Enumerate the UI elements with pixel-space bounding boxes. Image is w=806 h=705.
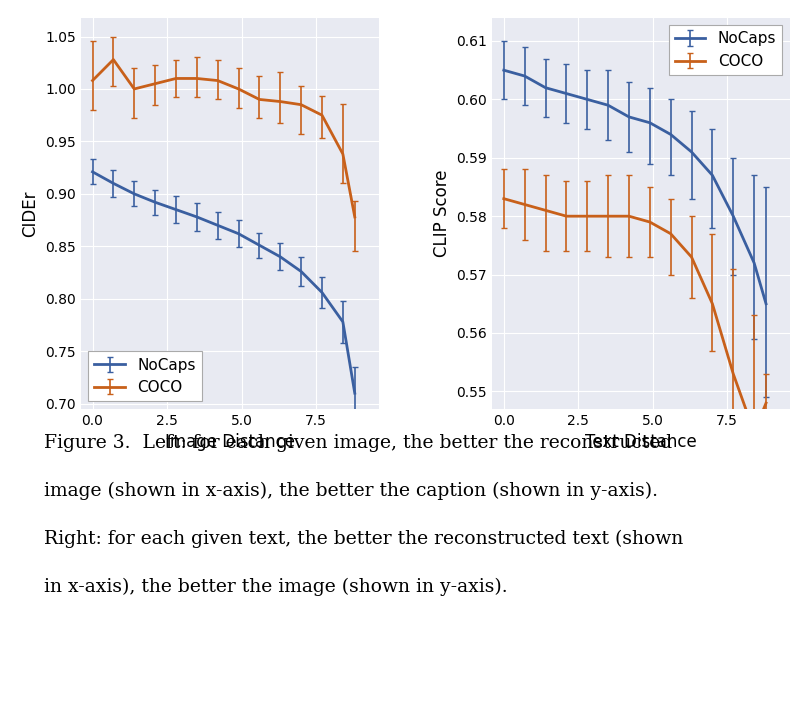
Legend: NoCaps, COCO: NoCaps, COCO (669, 25, 783, 75)
X-axis label: Text Distance: Text Distance (585, 434, 696, 451)
Y-axis label: CLIP Score: CLIP Score (433, 169, 451, 257)
Text: image (shown in x-axis), the better the caption (shown in y-axis).: image (shown in x-axis), the better the … (44, 482, 659, 500)
Text: in x-axis), the better the image (shown in y-axis).: in x-axis), the better the image (shown … (44, 577, 508, 596)
Text: Figure 3.  Left: for each given image, the better the reconstructed: Figure 3. Left: for each given image, th… (44, 434, 672, 452)
Text: Right: for each given text, the better the reconstructed text (shown: Right: for each given text, the better t… (44, 529, 683, 548)
Legend: NoCaps, COCO: NoCaps, COCO (88, 351, 202, 401)
X-axis label: Image Distance: Image Distance (164, 434, 295, 451)
Y-axis label: CIDEr: CIDEr (22, 190, 39, 236)
